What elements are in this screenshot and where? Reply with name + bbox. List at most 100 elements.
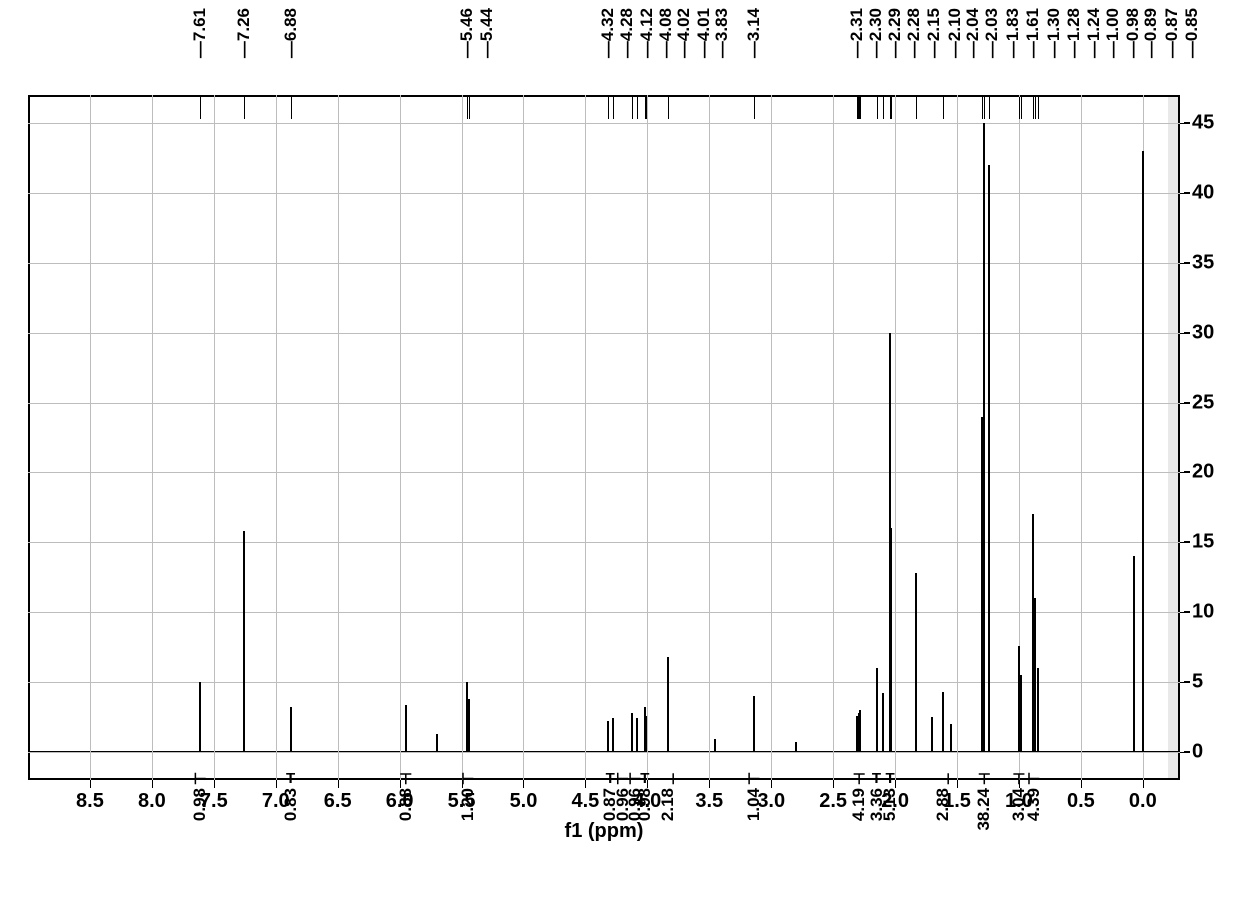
xaxis-tick	[957, 780, 958, 788]
peak-ppm-label: —2.29	[885, 8, 905, 58]
grid-v	[709, 95, 710, 780]
peak-ppm-stem	[891, 97, 892, 119]
nmr-peak	[983, 123, 985, 752]
integral-mark: ⊤	[399, 770, 412, 788]
xaxis-tick	[771, 780, 772, 788]
peak-ppm-label: —2.30	[866, 8, 886, 58]
peak-ppm-label: —1.24	[1084, 8, 1104, 58]
xaxis-tick	[585, 780, 586, 788]
grid-v	[462, 95, 463, 780]
peak-ppm-stem	[984, 97, 985, 119]
nmr-peak	[645, 716, 647, 752]
plot-frame	[28, 95, 1180, 780]
peak-ppm-label: —7.26	[234, 8, 254, 58]
xaxis-tick-label: 4.5	[572, 790, 600, 813]
yaxis-tick-label: 30	[1192, 321, 1214, 344]
yaxis-dash	[1184, 681, 1190, 683]
xaxis-tick	[214, 780, 215, 788]
yaxis-tick-label: 25	[1192, 391, 1214, 414]
xaxis-tick-label: 0.5	[1067, 790, 1095, 813]
nmr-peak	[795, 742, 797, 752]
peak-ppm-stem	[646, 97, 647, 119]
peak-ppm-label: —2.04	[963, 8, 983, 58]
yaxis-dash	[1184, 122, 1190, 124]
grid-h	[28, 403, 1180, 404]
yaxis-tick-label: 40	[1192, 181, 1214, 204]
integral-mark: ⊤	[853, 770, 866, 788]
grid-v	[90, 95, 91, 780]
nmr-peak	[1133, 556, 1135, 752]
yaxis-tick-label: 45	[1192, 111, 1214, 134]
peak-ppm-label: —2.03	[982, 8, 1002, 58]
xaxis-tick-label: 2.5	[819, 790, 847, 813]
grid-v	[400, 95, 401, 780]
integral-mark: ⊢	[616, 770, 629, 788]
yaxis-tick-label: 15	[1192, 531, 1214, 554]
grid-v	[895, 95, 896, 780]
integral-mark: ⊣	[937, 770, 950, 788]
nmr-peak	[468, 699, 470, 752]
peak-ppm-stem	[943, 97, 944, 119]
grid-v	[833, 95, 834, 780]
yaxis-shaded-band	[1168, 95, 1180, 780]
peak-ppm-label: —0.87	[1162, 8, 1182, 58]
peak-ppm-stem	[613, 97, 614, 119]
peak-ppm-stem	[1035, 97, 1036, 119]
grid-v	[338, 95, 339, 780]
peak-ppm-label: —2.15	[924, 8, 944, 58]
yaxis-dash	[1184, 751, 1190, 753]
peak-ppm-stem	[467, 97, 468, 119]
peak-ppm-label: —5.46	[457, 8, 477, 58]
grid-h	[28, 472, 1180, 473]
xaxis-tick-label: 8.5	[76, 790, 104, 813]
yaxis-dash	[1184, 332, 1190, 334]
peak-ppm-label: —1.30	[1044, 8, 1064, 58]
peak-ppm-stem	[668, 97, 669, 119]
peak-ppm-label: —7.61	[190, 8, 210, 58]
grid-h	[28, 193, 1180, 194]
integral-mark: ⊢	[194, 770, 207, 788]
integral-value: 2.88	[933, 788, 953, 821]
peak-ppm-label: —4.02	[674, 8, 694, 58]
grid-v	[214, 95, 215, 780]
nmr-peak	[882, 693, 884, 752]
integral-mark: T	[606, 770, 615, 787]
xaxis-tick-label: 6.5	[324, 790, 352, 813]
integral-value: 2.18	[658, 788, 678, 821]
peak-ppm-stem	[632, 97, 633, 119]
xaxis-tick	[833, 780, 834, 788]
peak-ppm-stem	[877, 97, 878, 119]
peak-ppm-stem	[860, 97, 861, 119]
yaxis-tick-label: 10	[1192, 601, 1214, 624]
integral-mark: T	[886, 770, 895, 787]
peak-ppm-label: —4.12	[637, 8, 657, 58]
integral-mark: ⊢	[461, 770, 474, 788]
peak-ppm-label: —1.83	[1003, 8, 1023, 58]
peak-ppm-label: —5.44	[477, 8, 497, 58]
integral-mark: T	[640, 770, 649, 787]
nmr-peak	[631, 713, 633, 752]
integral-mark: ⊤	[1012, 770, 1025, 788]
grid-h	[28, 123, 1180, 124]
integral-value: 38.24	[974, 788, 994, 831]
xaxis-tick	[709, 780, 710, 788]
peak-ppm-stem	[291, 97, 292, 119]
nmr-peak	[667, 657, 669, 752]
peak-ppm-stem	[637, 97, 638, 119]
nmr-peak	[636, 718, 638, 752]
grid-v	[523, 95, 524, 780]
yaxis-tick-label: 20	[1192, 461, 1214, 484]
grid-h	[28, 263, 1180, 264]
xaxis-tick	[276, 780, 277, 788]
grid-v	[771, 95, 772, 780]
nmr-peak	[753, 696, 755, 752]
nmr-peak	[1142, 151, 1144, 752]
peak-ppm-stem	[469, 97, 470, 119]
yaxis-dash	[1184, 262, 1190, 264]
nmr-peak	[859, 710, 861, 752]
nmr-peak	[607, 721, 609, 752]
yaxis-tick-label: 5	[1192, 671, 1203, 694]
integral-mark: T	[286, 770, 295, 787]
peak-ppm-stem	[244, 97, 245, 119]
xaxis-tick	[895, 780, 896, 788]
